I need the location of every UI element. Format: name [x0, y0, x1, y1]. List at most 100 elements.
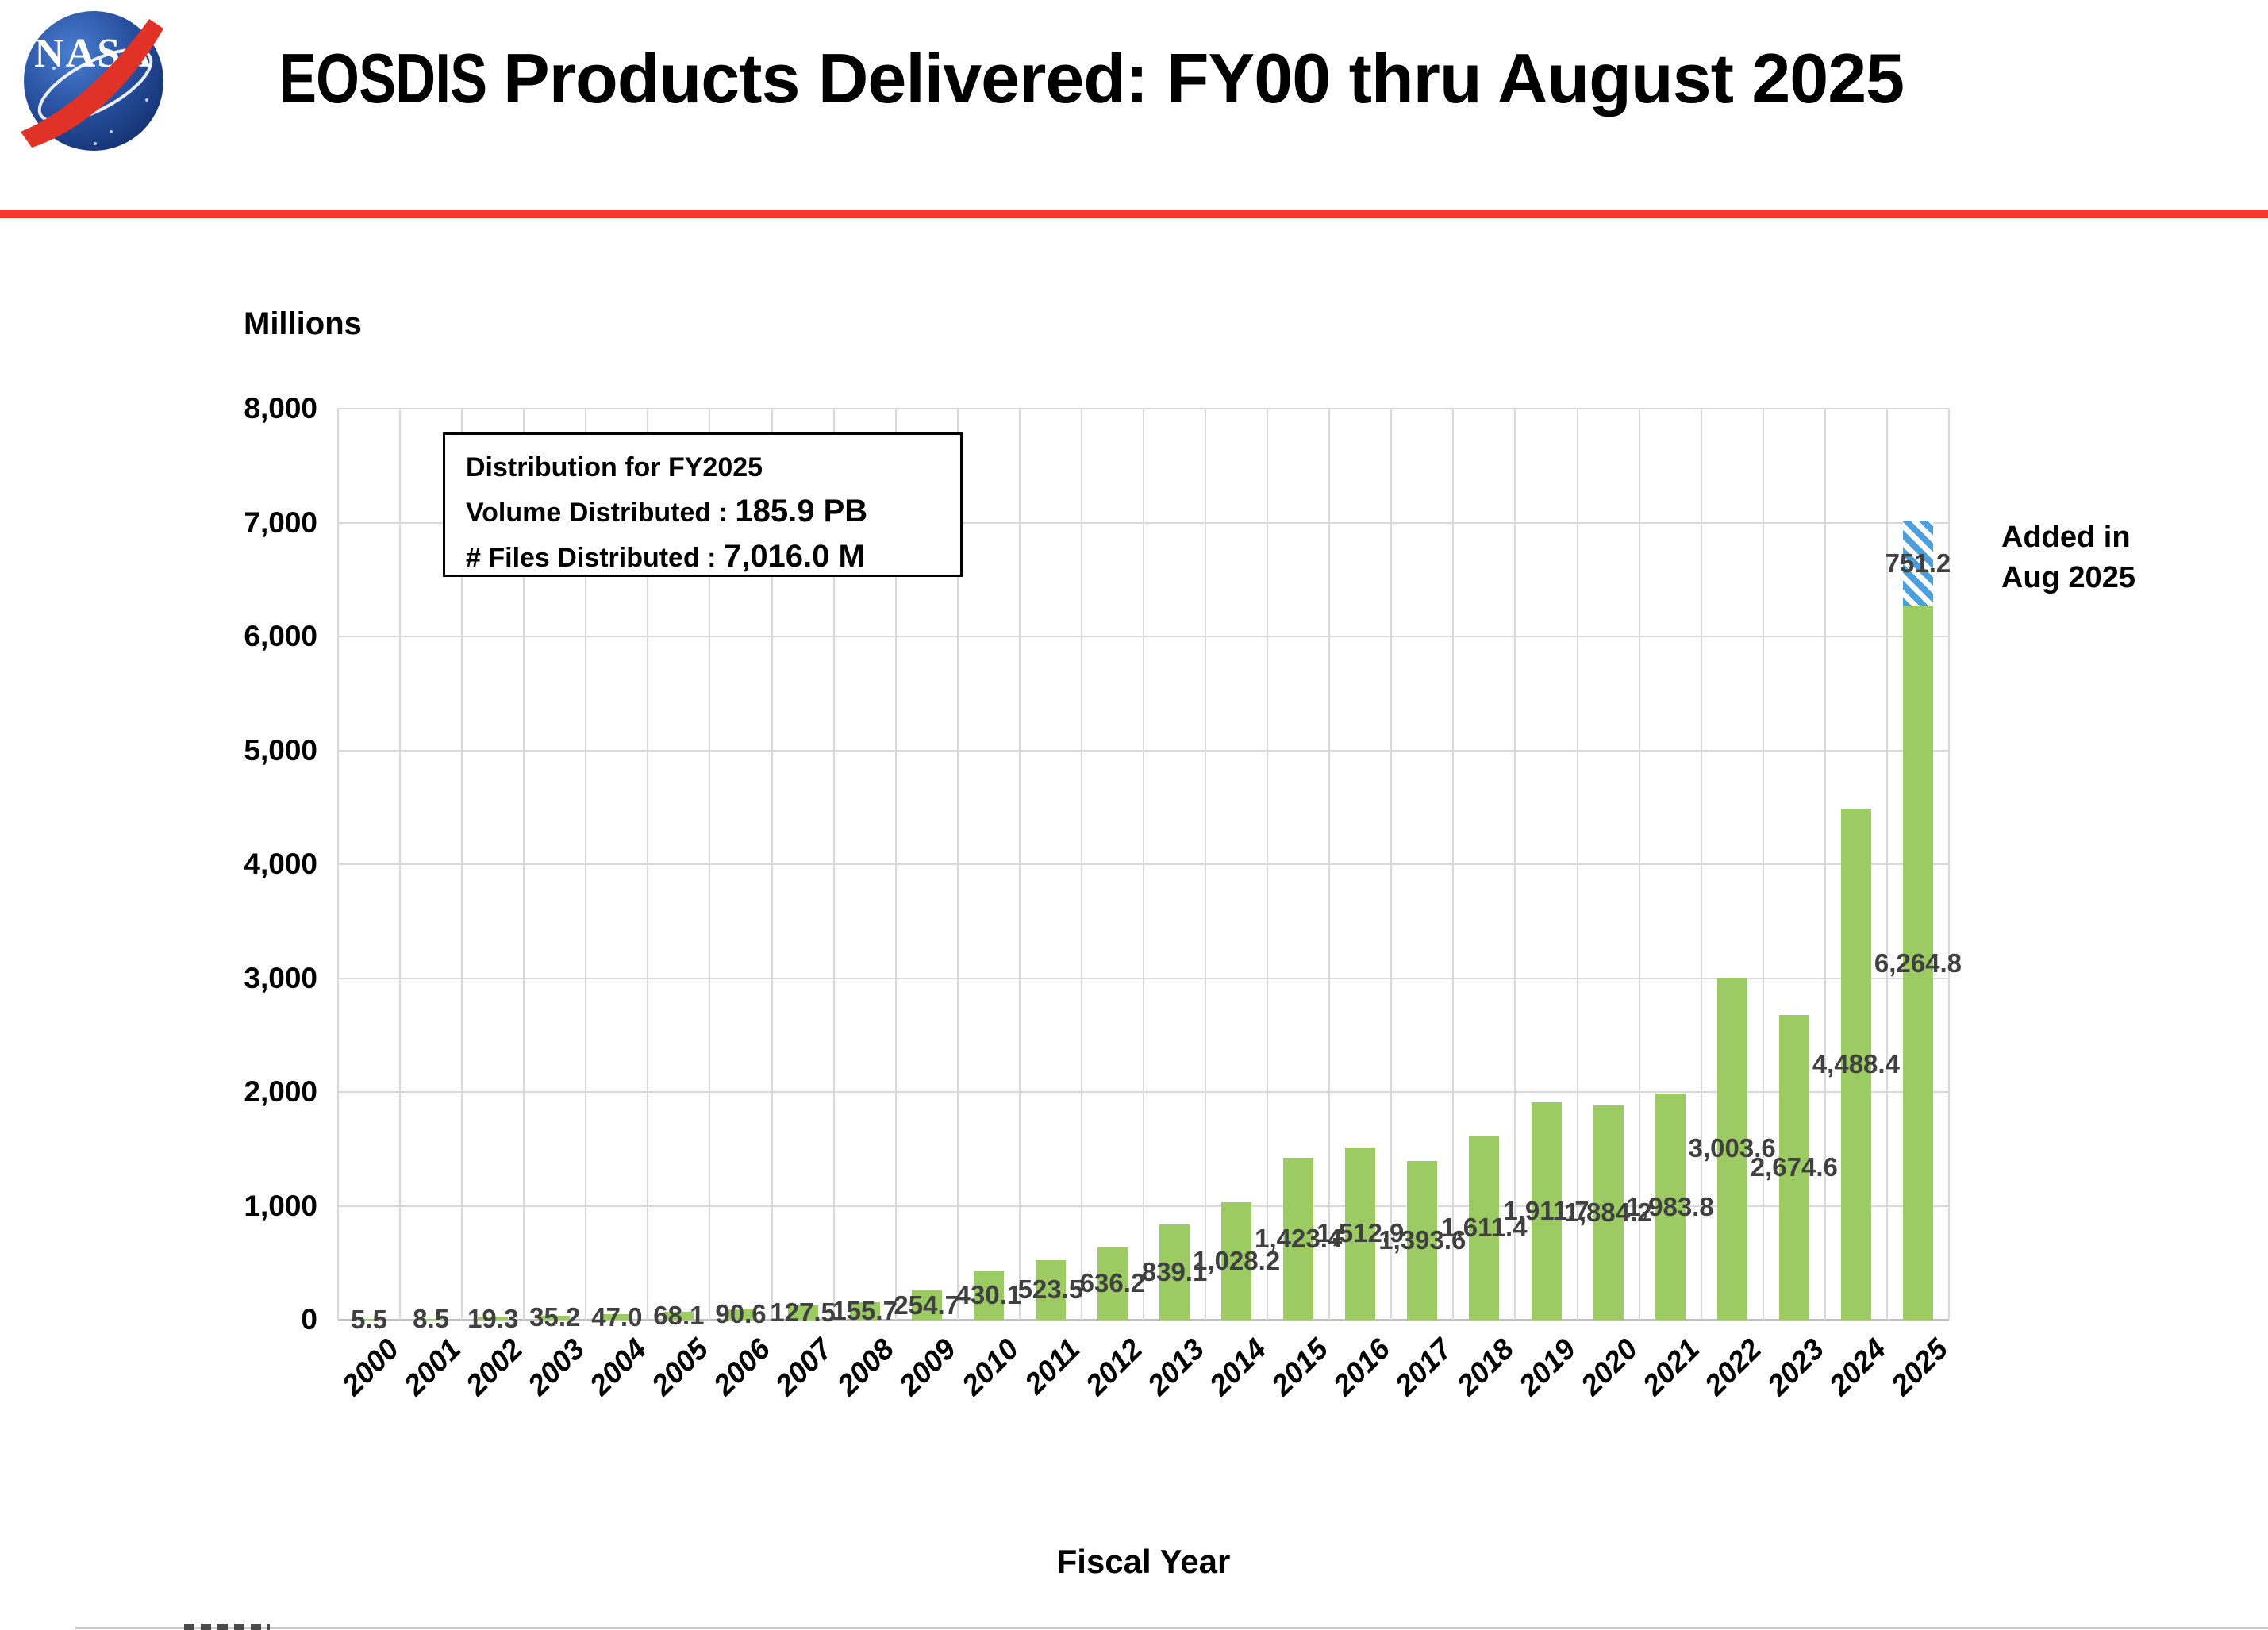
x-tick-label-2018: 2018 — [1451, 1332, 1520, 1402]
bar-2000 — [354, 1319, 385, 1320]
x-tick-label-2003: 2003 — [521, 1332, 591, 1402]
volume-label: Volume Distributed : — [466, 498, 728, 528]
bar-2014 — [1221, 1202, 1252, 1320]
logo-swoosh — [21, 19, 163, 148]
gridline-v — [1700, 409, 1702, 1320]
bar-label-2005: 68.1 — [653, 1301, 705, 1331]
bar-2025 — [1902, 606, 1933, 1320]
nasa-logo-icon: NASA — [21, 11, 163, 151]
bar-label-2000: 5.5 — [351, 1304, 387, 1334]
x-tick-label-2006: 2006 — [707, 1332, 777, 1402]
bar-2024 — [1840, 808, 1871, 1320]
gridline-v — [1824, 409, 1826, 1320]
bar-2008 — [849, 1301, 880, 1320]
bar-label-2014: 1,028.2 — [1193, 1246, 1281, 1276]
x-tick-label-2023: 2023 — [1760, 1332, 1830, 1402]
gridline-v — [1205, 409, 1207, 1320]
bar-label-2024: 4,488.4 — [1812, 1048, 1900, 1078]
bar-label-2021: 1,983.8 — [1626, 1191, 1714, 1221]
bar-label-2004: 47.0 — [591, 1301, 643, 1332]
x-tick-label-2014: 2014 — [1202, 1332, 1273, 1402]
bar-2001 — [416, 1318, 447, 1320]
gridline-v — [1762, 409, 1764, 1320]
x-tick-label-2010: 2010 — [955, 1332, 1024, 1402]
y-tick-label: 8,000 — [244, 392, 317, 425]
bar-2002 — [478, 1317, 509, 1320]
y-tick-label: 6,000 — [244, 620, 317, 652]
footer-hairline — [75, 1627, 2268, 1629]
bar-label-2012: 636.2 — [1079, 1268, 1146, 1298]
x-axis-line — [338, 1319, 1949, 1321]
infobox-volume-row: Volume Distributed : 185.9 PB — [466, 490, 960, 535]
bar-label-2025-added: 751.2 — [1885, 548, 1951, 579]
gridline-v — [1390, 409, 1393, 1320]
infobox-title: Distribution for FY2025 — [466, 452, 763, 482]
bar-2019 — [1531, 1101, 1562, 1320]
x-tick-label-2020: 2020 — [1574, 1332, 1644, 1402]
bar-2004 — [602, 1314, 632, 1320]
x-tick-label-2016: 2016 — [1327, 1332, 1397, 1402]
fy2025-infobox: Distribution for FY2025 Volume Distribut… — [443, 432, 963, 577]
x-tick-label-2015: 2015 — [1264, 1332, 1335, 1402]
y-tick-label: 3,000 — [244, 961, 317, 994]
bar-2020 — [1593, 1105, 1624, 1320]
gridline-v — [709, 409, 711, 1320]
x-tick-label-2021: 2021 — [1636, 1332, 1706, 1402]
gridline-v — [771, 409, 773, 1320]
bar-2006 — [725, 1309, 756, 1320]
gridline-v — [1576, 409, 1578, 1320]
bar-2012 — [1097, 1247, 1128, 1320]
gridline-v — [461, 409, 463, 1320]
bar-label-2007: 127.5 — [770, 1297, 836, 1327]
bar-2011 — [1035, 1259, 1066, 1320]
bar-label-2001: 8.5 — [413, 1304, 450, 1334]
added-aug-note: Added in Aug 2025 — [2001, 517, 2135, 598]
title-rule — [0, 210, 2268, 218]
gridline-v — [1886, 409, 1888, 1320]
x-tick-label-2004: 2004 — [583, 1332, 653, 1402]
footer-clipped-text — [184, 1624, 270, 1630]
volume-value: 185.9 PB — [735, 494, 868, 529]
bar-2017 — [1407, 1161, 1438, 1320]
y-tick-label: 7,000 — [244, 506, 317, 539]
bar-2003 — [540, 1315, 571, 1320]
added-aug-line2: Aug 2025 — [2001, 561, 2135, 594]
bar-2007 — [787, 1305, 818, 1320]
x-tick-label-2013: 2013 — [1140, 1332, 1211, 1402]
x-tick-label-2001: 2001 — [397, 1332, 467, 1402]
bar-label-2010: 430.1 — [955, 1280, 1022, 1310]
gridline-v — [647, 409, 649, 1320]
bar-2013 — [1159, 1224, 1190, 1320]
gridline-v — [585, 409, 587, 1320]
x-tick-label-2002: 2002 — [459, 1332, 529, 1402]
bar-2022 — [1716, 977, 1747, 1320]
bar-label-2011: 523.5 — [1017, 1274, 1084, 1305]
y-tick-label: 4,000 — [244, 848, 317, 880]
gridline-v — [399, 409, 402, 1320]
x-tick-label-2017: 2017 — [1389, 1332, 1459, 1402]
gridline-v — [1514, 409, 1516, 1320]
x-tick-label-2007: 2007 — [769, 1332, 839, 1402]
x-tick-label-2009: 2009 — [893, 1332, 963, 1402]
x-tick-label-2012: 2012 — [1078, 1332, 1148, 1402]
bar-2025-added-hatch — [1902, 521, 1933, 606]
bar-label-2006: 90.6 — [715, 1299, 767, 1329]
added-aug-line1: Added in — [2001, 521, 2131, 554]
bar-label-2009: 254.7 — [894, 1290, 960, 1320]
gridline-v — [1267, 409, 1269, 1320]
bar-label-2025: 6,264.8 — [1874, 948, 1962, 978]
x-tick-label-2008: 2008 — [831, 1332, 901, 1402]
bar-2021 — [1655, 1094, 1686, 1320]
gridline-v — [1948, 409, 1950, 1320]
bar-2010 — [973, 1271, 1004, 1320]
files-value: 7,016.0 M — [723, 539, 865, 574]
bar-2009 — [911, 1290, 942, 1320]
gridline-v — [1143, 409, 1144, 1320]
x-axis-title: Fiscal Year — [1056, 1543, 1231, 1580]
infobox-files-row: # Files Distributed : 7,016.0 M — [466, 535, 960, 580]
y-tick-label: 1,000 — [244, 1189, 317, 1222]
files-label: # Files Distributed : — [466, 543, 717, 573]
gridline-v — [1018, 409, 1021, 1320]
bar-label-2013: 839.1 — [1141, 1256, 1208, 1286]
